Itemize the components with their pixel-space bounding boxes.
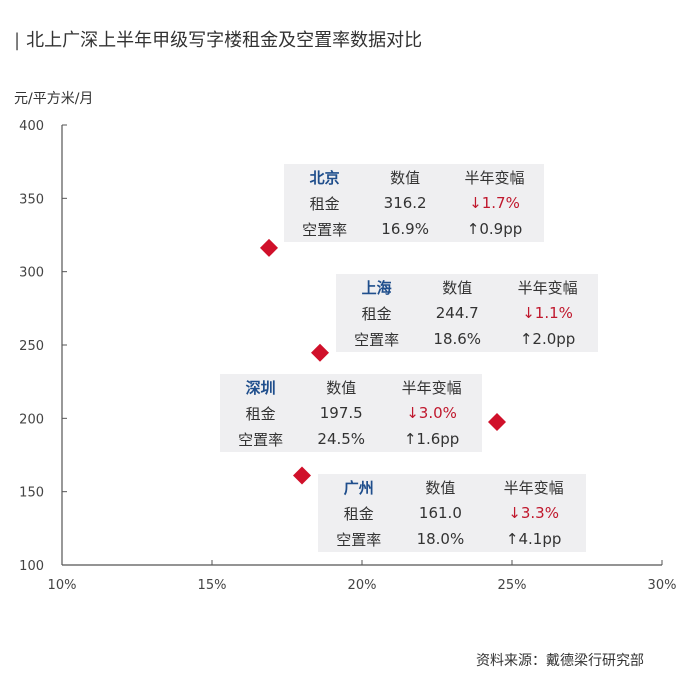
- data-point-深圳: [488, 413, 506, 431]
- vacancy-label: 空置率: [354, 330, 400, 349]
- source-note: 资料来源：戴德梁行研究部: [476, 653, 644, 669]
- vacancy-value: 24.5%: [317, 430, 366, 448]
- y-tick-label: 150: [19, 486, 44, 501]
- rent-value: 197.5: [319, 404, 363, 422]
- x-tick-label: 10%: [48, 578, 77, 593]
- y-tick-label: 300: [19, 266, 44, 281]
- vacancy-value: 16.9%: [381, 220, 429, 238]
- vacancy-change: ↑1.6pp: [403, 430, 460, 448]
- rent-value: 316.2: [383, 194, 427, 212]
- col-change-header: 半年变幅: [503, 478, 564, 497]
- chart-title: | 北上广深上半年甲级写字楼租金及空置率数据对比: [14, 26, 422, 52]
- y-tick-label: 250: [19, 339, 44, 354]
- x-tick-label: 25%: [498, 578, 527, 593]
- card-city: 深圳: [245, 378, 276, 397]
- vacancy-label: 空置率: [302, 220, 348, 239]
- rent-label: 租金: [361, 304, 392, 323]
- chart-title-text: 北上广深上半年甲级写字楼租金及空置率数据对比: [26, 30, 423, 51]
- col-change-header: 半年变幅: [517, 278, 578, 297]
- card-table: 北京 数值 半年变幅 租金 316.2 ↓1.7% 空置率 16.9% ↑0.9…: [284, 164, 544, 242]
- col-value-header: 数值: [390, 168, 421, 187]
- col-change-header: 半年变幅: [401, 378, 462, 397]
- vacancy-change: ↑4.1pp: [505, 530, 562, 548]
- rent-label: 租金: [245, 404, 276, 423]
- card-beijing: 北京 数值 半年变幅 租金 316.2 ↓1.7% 空置率 16.9% ↑0.9…: [284, 164, 544, 242]
- col-value-header: 数值: [425, 478, 456, 497]
- rent-label: 租金: [343, 504, 374, 523]
- rent-label: 租金: [309, 194, 340, 213]
- card-table: 深圳 数值 半年变幅 租金 197.5 ↓3.0% 空置率 24.5% ↑1.6…: [220, 374, 482, 452]
- y-ticks: 100 150 200 250 300 350 400: [19, 119, 67, 574]
- vacancy-change: ↑0.9pp: [466, 220, 523, 238]
- y-tick-label: 200: [19, 412, 44, 427]
- y-tick-label: 100: [19, 559, 44, 574]
- y-tick-label: 400: [19, 119, 44, 134]
- col-change-header: 半年变幅: [464, 168, 525, 187]
- col-value-header: 数值: [442, 278, 473, 297]
- x-tick-label: 15%: [198, 578, 227, 593]
- data-point-广州: [293, 466, 311, 485]
- data-point-上海: [311, 343, 329, 362]
- rent-change: ↓3.0%: [406, 404, 457, 422]
- y-axis-label: 元/平方米/月: [14, 91, 93, 107]
- x-tick-label: 30%: [648, 578, 677, 593]
- title-bar-mark: |: [14, 30, 21, 51]
- card-table: 上海 数值 半年变幅 租金 244.7 ↓1.1% 空置率 18.6% ↑2.0…: [336, 274, 598, 352]
- card-city: 广州: [343, 478, 374, 497]
- card-table: 广州 数值 半年变幅 租金 161.0 ↓3.3% 空置率 18.0% ↑4.1…: [318, 474, 586, 552]
- vacancy-value: 18.6%: [433, 330, 482, 348]
- rent-value: 161.0: [418, 504, 462, 522]
- card-shenzhen: 深圳 数值 半年变幅 租金 197.5 ↓3.0% 空置率 24.5% ↑1.6…: [220, 374, 482, 452]
- x-tick-label: 20%: [348, 578, 377, 593]
- data-point-北京: [260, 238, 278, 257]
- vacancy-label: 空置率: [238, 430, 284, 449]
- rent-change: ↓1.7%: [469, 194, 520, 212]
- vacancy-value: 18.0%: [416, 530, 465, 548]
- rent-value: 244.7: [435, 304, 479, 322]
- data-points: [260, 238, 506, 485]
- rent-change: ↓3.3%: [508, 504, 559, 522]
- card-city: 北京: [309, 168, 340, 187]
- vacancy-label: 空置率: [336, 530, 382, 549]
- card-shanghai: 上海 数值 半年变幅 租金 244.7 ↓1.1% 空置率 18.6% ↑2.0…: [336, 274, 598, 352]
- y-tick-label: 350: [19, 192, 44, 207]
- card-guangzhou: 广州 数值 半年变幅 租金 161.0 ↓3.3% 空置率 18.0% ↑4.1…: [318, 474, 586, 552]
- vacancy-change: ↑2.0pp: [519, 330, 576, 348]
- rent-change: ↓1.1%: [522, 304, 573, 322]
- col-value-header: 数值: [326, 378, 357, 397]
- card-city: 上海: [361, 278, 392, 297]
